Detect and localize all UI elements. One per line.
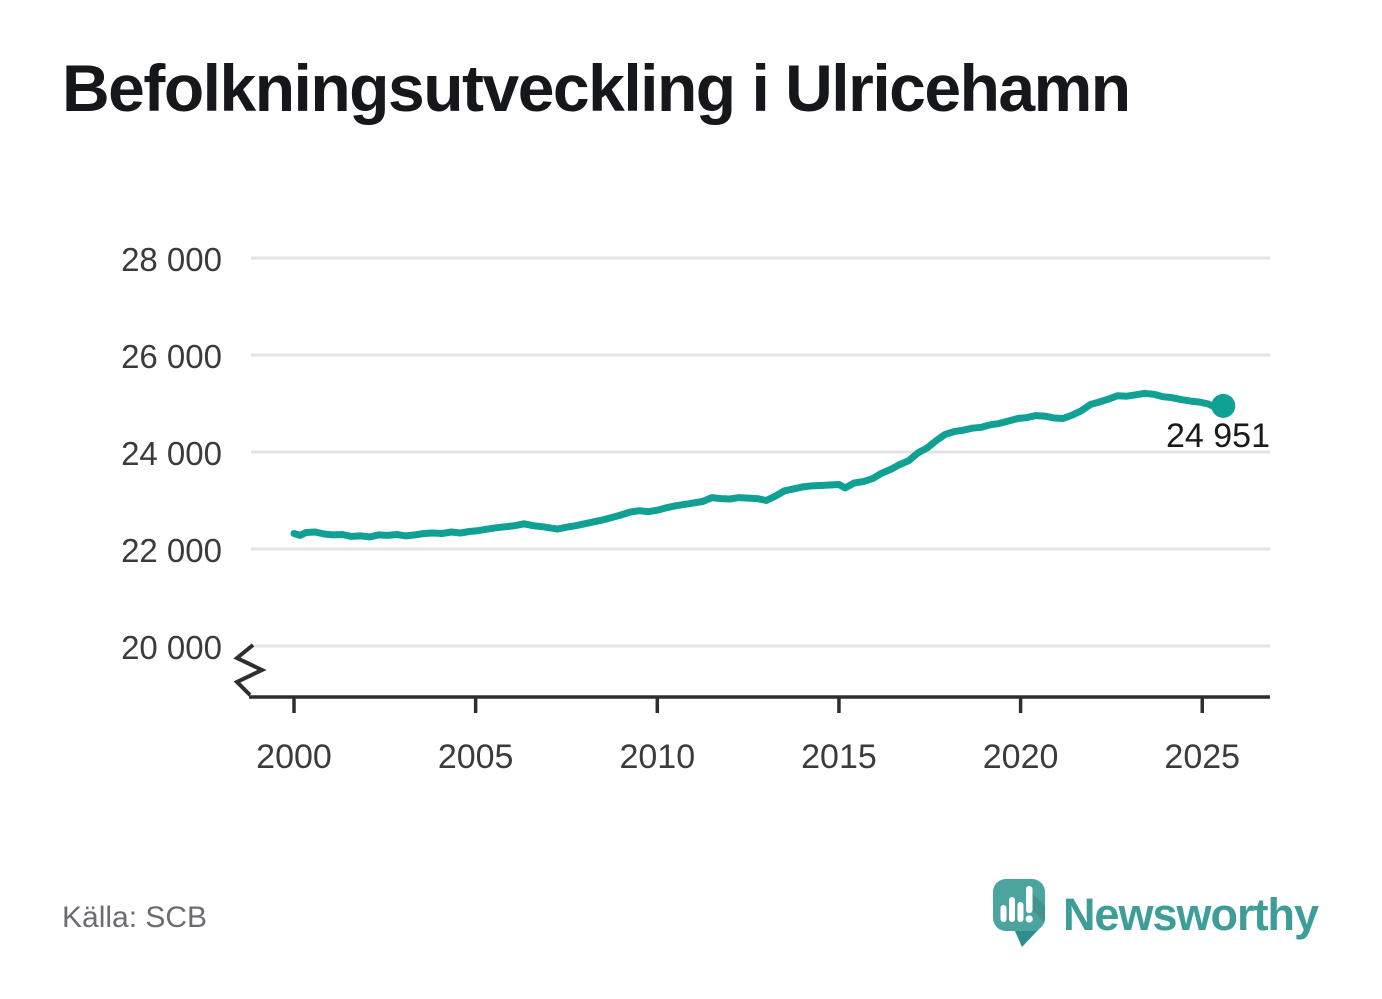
x-axis: 2000 2005 2010 2015 2020 2025: [249, 695, 1270, 776]
population-line: [290, 389, 1227, 541]
last-point-dot: [1211, 393, 1236, 418]
y-tick-label-20000: 20 000: [121, 629, 222, 666]
population-line-series: [290, 389, 1236, 541]
logo-bar-2: [1008, 897, 1015, 922]
logo-bar-3: [1017, 902, 1024, 922]
x-tick-label-2015: 2015: [801, 738, 877, 776]
x-tick-label-2010: 2010: [619, 738, 695, 776]
newsworthy-wordmark: Newsworthy: [1062, 888, 1319, 940]
logo-exclamation-bar: [1025, 886, 1033, 913]
y-tick-label-22000: 22 000: [121, 532, 222, 569]
x-tick-label-2000: 2000: [256, 738, 332, 776]
x-tick-label-2005: 2005: [438, 738, 514, 776]
y-tick-label-24000: 24 000: [121, 435, 222, 472]
y-tick-label-28000: 28 000: [121, 241, 222, 278]
logo-exclamation-dot: [1025, 915, 1033, 923]
page-title: Befolkningsutveckling i Ulricehamn: [62, 51, 1131, 125]
x-tick-label-2025: 2025: [1164, 738, 1240, 776]
y-axis-labels: 20 000 22 000 24 000 26 000 28 000: [121, 241, 222, 666]
last-point-value-label: 24 951: [1166, 417, 1270, 455]
y-tick-label-26000: 26 000: [121, 338, 222, 375]
source-caption: Källa: SCB: [62, 901, 208, 934]
newsworthy-logo-icon: [992, 879, 1045, 947]
newsworthy-branding: Newsworthy: [991, 874, 1319, 948]
x-tick-label-2020: 2020: [983, 738, 1059, 776]
logo-bar-1: [1000, 905, 1007, 922]
axis-break-zigzag-icon: [233, 643, 267, 697]
gridlines: [251, 256, 1270, 648]
